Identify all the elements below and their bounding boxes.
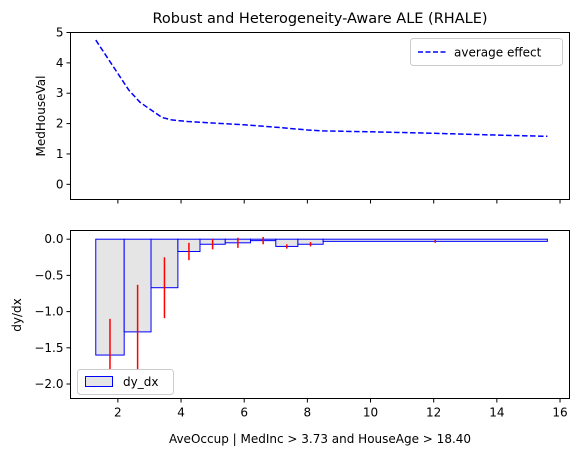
bottom-y-axis: 0.0 −0.5 −1.0 −1.5 −2.0 (34, 232, 71, 391)
bottom-x-tick-label: 10 (363, 406, 378, 420)
bottom-x-axis-label: AveOccup | MedInc > 3.73 and HouseAge > … (169, 432, 471, 446)
bottom-x-tick-label: 16 (552, 406, 567, 420)
chart-title: Robust and Heterogeneity-Aware ALE (RHAL… (152, 11, 487, 27)
legend-label-dy-dx: dy_dx (123, 375, 158, 389)
bottom-x-tick-label: 12 (426, 406, 441, 420)
top-y-tick-label: 4 (56, 56, 64, 70)
top-axes-frame (70, 32, 570, 200)
top-x-axis (117, 199, 561, 204)
bottom-y-tick-label: 0.0 (44, 232, 63, 246)
bottom-x-axis: 2 4 6 8 10 12 14 16 (114, 398, 568, 420)
bottom-x-tick-label: 8 (304, 406, 312, 420)
top-legend-box (410, 38, 563, 66)
top-y-axis-label: MedHouseVal (34, 76, 48, 157)
average-effect-line (95, 39, 548, 138)
bottom-legend: dy_dx (77, 369, 174, 395)
derivative-plot-area (95, 237, 548, 392)
bottom-legend-box (77, 369, 174, 395)
bottom-y-tick-label: −2.0 (34, 377, 63, 391)
bottom-y-axis-label: dy/dx (10, 298, 24, 331)
top-y-tick-label: 3 (56, 86, 64, 100)
bottom-x-tick-label: 4 (177, 406, 185, 420)
average-effect-plot-area (95, 39, 548, 138)
bottom-y-tick-label: −0.5 (34, 268, 63, 282)
derivative-panel: 0.0 −0.5 −1.0 −1.5 −2.0 2 4 6 8 10 12 14 16 dy/dx A… (10, 230, 570, 446)
top-legend: average effect (410, 38, 563, 66)
top-y-tick-label: 2 (56, 117, 64, 131)
bottom-axes-frame (70, 230, 570, 399)
top-y-tick-label: 1 (56, 147, 64, 161)
legend-label-average-effect: average effect (454, 46, 542, 60)
average-effect-panel: Robust and Heterogeneity-Aware ALE (RHAL… (34, 11, 570, 204)
top-y-axis: 0 1 2 3 4 5 (56, 26, 71, 191)
top-y-tick-label: 0 (56, 177, 64, 191)
legend-swatch-dy-dx (85, 376, 113, 387)
bottom-x-tick-label: 6 (240, 406, 248, 420)
bottom-y-tick-label: −1.0 (34, 305, 63, 319)
bottom-y-tick-label: −1.5 (34, 341, 63, 355)
bottom-x-tick-label: 2 (114, 406, 122, 420)
top-y-tick-label: 5 (56, 26, 64, 40)
bottom-x-tick-label: 14 (489, 406, 504, 420)
